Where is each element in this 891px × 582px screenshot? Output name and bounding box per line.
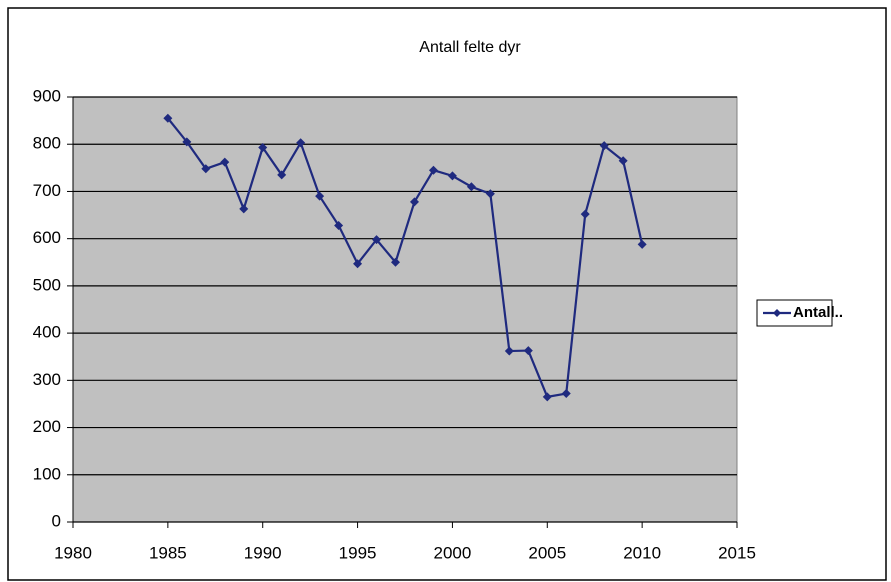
data-point [447,171,457,181]
data-point [485,189,495,199]
y-tick-label: 100 [33,464,61,483]
data-point [277,170,287,180]
data-point [220,157,230,167]
data-point [523,346,533,356]
data-point [372,235,382,245]
data-point [542,392,552,402]
x-tick-label: 2000 [434,543,472,562]
y-tick-label: 800 [33,134,61,153]
data-point [599,141,609,151]
data-point [296,138,306,148]
y-tick-label: 0 [52,511,61,530]
legend: Antall.. [756,299,843,327]
data-point [334,220,344,230]
x-tick-label: 1985 [149,543,187,562]
data-point [315,191,325,201]
y-tick-label: 300 [33,370,61,389]
y-tick-label: 500 [33,275,61,294]
x-tick-label: 1990 [244,543,282,562]
data-point [409,197,419,207]
chart-title: Antall felte dyr [419,39,521,56]
legend-marker [773,309,781,317]
y-tick-label: 900 [33,86,61,105]
data-point [163,113,173,123]
data-point [182,137,192,147]
plot-area [72,96,738,523]
data-point [466,182,476,192]
data-point [391,257,401,267]
data-point [504,346,514,356]
data-point [428,165,438,175]
legend-label: Antall.. [793,304,843,321]
data-point [201,164,211,174]
data-point [239,204,249,214]
y-tick-label: 600 [33,228,61,247]
y-tick-label: 400 [33,323,61,342]
x-tick-label: 1995 [339,543,377,562]
data-point [258,143,268,153]
x-tick-label: 2015 [718,543,756,562]
data-point [618,156,628,166]
data-point [561,389,571,399]
data-point [637,239,647,249]
data-point [353,259,363,269]
y-tick-label: 200 [33,417,61,436]
y-tick-label: 700 [33,181,61,200]
x-tick-label: 1980 [54,543,92,562]
x-tick-label: 2005 [528,543,566,562]
data-point [580,209,590,219]
x-tick-label: 2010 [623,543,661,562]
